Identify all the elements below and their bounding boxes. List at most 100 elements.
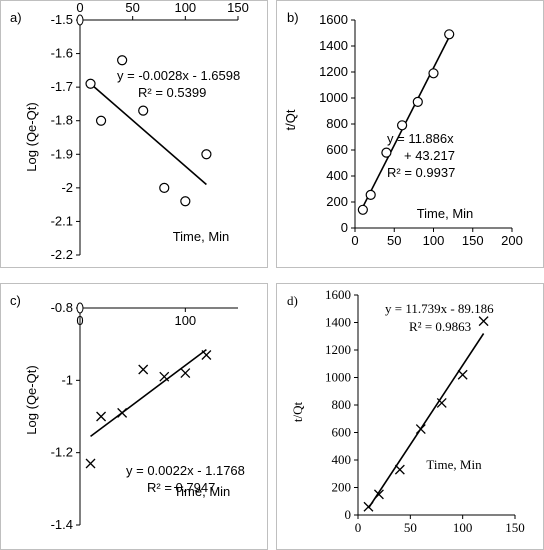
equation-line: R² = 0.5399 xyxy=(138,85,206,100)
x-tick-label: 0 xyxy=(76,0,83,15)
data-point xyxy=(180,196,191,207)
x-tick-label: 0 xyxy=(76,313,83,328)
y-axis-title: t/Qt xyxy=(283,109,298,130)
trendline xyxy=(90,348,207,438)
data-point xyxy=(85,458,96,469)
equation-line: y = 0.0022x - 1.1768 xyxy=(126,463,245,478)
chart-panel-2: b) 0 200 400 600 800 1000 1200 1400 1600 0 50 100 150… xyxy=(276,0,544,268)
x-axis-title: Time, Min xyxy=(417,206,474,221)
x-tick-label: 0 xyxy=(351,233,358,248)
trendline xyxy=(362,33,452,208)
y-tick-label: 1200 xyxy=(319,64,348,79)
y-tick-label: -2 xyxy=(61,180,73,195)
y-tick-label: 1000 xyxy=(319,90,348,105)
data-point xyxy=(201,149,212,160)
equation-line: R² = 0.9937 xyxy=(387,165,455,180)
panel-label: d) xyxy=(287,293,298,308)
data-point xyxy=(96,411,107,422)
x-tick-label: 150 xyxy=(505,520,525,535)
y-tick-label: 1400 xyxy=(325,315,351,330)
data-point xyxy=(159,182,170,193)
y-tick-label: 200 xyxy=(326,194,348,209)
y-tick-label: 1600 xyxy=(319,12,348,27)
x-tick-label: 100 xyxy=(174,313,196,328)
data-point xyxy=(436,397,447,408)
data-point xyxy=(85,78,96,89)
y-tick-label: 1600 xyxy=(325,287,351,302)
x-axis-title: Time, Min xyxy=(174,484,231,499)
y-tick-label: 1400 xyxy=(319,38,348,53)
data-point xyxy=(159,371,170,382)
equation-line: + 43.217 xyxy=(404,148,455,163)
y-tick-label: -1.6 xyxy=(51,46,73,61)
data-point xyxy=(117,407,128,418)
y-tick-label: -1.4 xyxy=(51,517,73,532)
data-point xyxy=(201,350,212,360)
data-point xyxy=(478,316,489,327)
x-tick-label: 100 xyxy=(423,233,445,248)
data-point xyxy=(117,55,128,66)
data-point xyxy=(138,364,149,375)
x-axis-title: Time, Min xyxy=(173,229,230,244)
origin-marker xyxy=(76,14,84,26)
x-tick-label: 100 xyxy=(174,0,196,15)
x-tick-label: 100 xyxy=(453,520,473,535)
data-point xyxy=(95,115,107,126)
panel-label: b) xyxy=(287,10,299,25)
data-point xyxy=(397,120,408,131)
y-tick-label: -1.9 xyxy=(51,146,73,161)
data-point xyxy=(373,489,384,500)
y-tick-label: 800 xyxy=(332,397,352,412)
y-tick-label: 0 xyxy=(345,507,352,522)
y-axis-title: Log (Qe-Qt) xyxy=(24,102,39,171)
panel-border xyxy=(0,0,268,268)
data-point xyxy=(365,189,376,200)
y-tick-label: 400 xyxy=(332,452,352,467)
equation-line: R² = 0.7947 xyxy=(147,480,215,495)
data-point xyxy=(412,96,423,108)
x-tick-label: 50 xyxy=(125,0,139,15)
y-tick-label: -1.5 xyxy=(51,12,73,27)
equation-line: y = 11.739x - 89.186 xyxy=(385,301,494,316)
y-tick-label: 800 xyxy=(326,116,348,131)
data-point xyxy=(363,501,374,512)
y-tick-label: -2.1 xyxy=(51,213,73,228)
x-tick-label: 0 xyxy=(355,520,362,535)
data-point xyxy=(180,368,191,379)
data-point xyxy=(357,204,368,215)
data-point xyxy=(394,464,405,475)
y-tick-label: -0.8 xyxy=(51,300,73,315)
origin-marker xyxy=(76,302,84,314)
x-tick-label: 50 xyxy=(404,520,417,535)
y-axis-title: t/Qt xyxy=(290,402,305,423)
y-axis-title: Log (Qe-Qt) xyxy=(24,365,39,434)
data-point xyxy=(138,105,149,116)
data-point xyxy=(444,29,455,40)
y-tick-label: 1000 xyxy=(325,370,351,385)
x-tick-label: 150 xyxy=(227,0,249,15)
x-tick-label: 150 xyxy=(462,233,484,248)
equation-line: y = 11.886x xyxy=(387,131,454,146)
data-point xyxy=(415,424,426,435)
y-tick-label: 600 xyxy=(326,142,348,157)
x-tick-label: 200 xyxy=(501,233,523,248)
y-tick-label: 600 xyxy=(332,425,352,440)
x-tick-label: 50 xyxy=(387,233,401,248)
equation-line: R² = 0.9863 xyxy=(409,319,471,334)
panel-label: a) xyxy=(10,10,22,25)
data-point xyxy=(381,147,392,158)
data-point xyxy=(457,369,468,380)
y-tick-label: -1.8 xyxy=(51,113,73,128)
y-tick-label: -1.7 xyxy=(51,79,73,94)
panel-border xyxy=(0,283,268,550)
y-tick-label: -2.2 xyxy=(51,247,73,262)
y-tick-label: 200 xyxy=(332,480,352,495)
y-tick-label: -1.2 xyxy=(51,445,73,460)
chart-panel-3: c) -1.4 -1.2 -1 -0.80 100 Log (Qe-Qt) Time, Min… xyxy=(0,283,268,550)
chart-panel-4: d) 0 200 400 600 800 1000 1200 1400 1600 0 50 100 150… xyxy=(276,283,544,550)
equation-line: y = -0.0028x - 1.6598 xyxy=(117,68,240,83)
trendline xyxy=(90,83,207,186)
trendline xyxy=(367,333,485,509)
y-tick-label: 0 xyxy=(341,220,348,235)
